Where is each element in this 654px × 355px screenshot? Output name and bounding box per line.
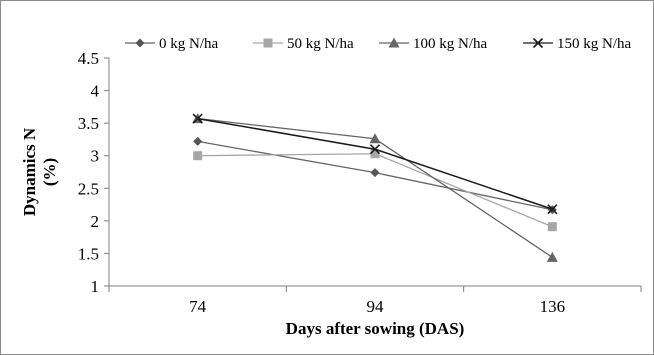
legend-item: 0 kg N/ha [125,36,219,52]
series-2 [192,113,558,262]
x-tick-label: 74 [189,297,207,316]
y-axis-title-line-1: Dynamics N [20,127,39,216]
data-point [547,222,557,232]
y-tick-label: 1.5 [78,244,99,263]
legend-item: 150 kg N/ha [523,36,632,52]
y-tick-label: 1 [91,277,100,296]
y-tick-label: 2.5 [78,179,99,198]
legend-swatch-marker [135,38,145,48]
data-point [546,251,558,262]
series-line [197,117,553,210]
legend-label: 100 kg N/ha [413,36,488,52]
data-point [369,133,381,144]
series-line [197,153,553,228]
y-axis-title-line-2: (%) [40,158,59,186]
y-tick-label: 3 [91,147,100,166]
y-tick-label: 4.5 [78,49,99,68]
data-point [193,136,203,146]
data-point [192,113,203,124]
legend-swatch-marker [263,38,273,48]
x-tick-label: 94 [367,297,385,316]
legend-label: 0 kg N/ha [159,36,219,52]
data-point [370,149,380,159]
x-axis: 74 94 136 [108,285,642,316]
data-point [370,168,380,178]
legend-swatch-marker [388,37,400,48]
y-tick-label: 4 [91,82,100,101]
legend-label: 50 kg N/ha [287,36,354,52]
legend: 0 kg N/ha 50 kg N/ha 100 kg N/ha 150 kg N/h… [125,36,632,52]
y-tick-label: 3.5 [78,114,99,133]
x-axis-title: Days after sowing (DAS) [286,319,465,338]
data-point [369,144,381,155]
y-tick-label: 2 [91,212,100,231]
series-3 [192,113,558,215]
legend-swatch-marker [532,37,544,49]
data-point [547,204,558,215]
series-layer [192,113,558,262]
data-point [193,151,203,161]
x-tick-label: 136 [540,297,566,316]
series-1 [193,149,557,232]
legend-label: 150 kg N/ha [557,36,632,52]
y-axis: 1 1.5 2 2.5 3 3.5 4 4.5 [78,49,110,296]
legend-item: 50 kg N/ha [253,36,354,52]
legend-item: 100 kg N/ha [379,36,488,52]
